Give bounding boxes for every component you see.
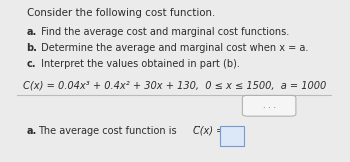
Text: Find the average cost and marginal cost functions.: Find the average cost and marginal cost … (37, 28, 289, 37)
Text: a.: a. (27, 126, 37, 136)
Text: . . .: . . . (262, 101, 276, 110)
Text: C̅(x) =: C̅(x) = (193, 126, 224, 136)
Text: The average cost function is: The average cost function is (37, 126, 179, 136)
Text: Consider the following cost function.: Consider the following cost function. (27, 8, 215, 18)
Text: Determine the average and marginal cost when x = a.: Determine the average and marginal cost … (37, 43, 308, 53)
FancyBboxPatch shape (220, 126, 244, 146)
Text: Interpret the values obtained in part (b).: Interpret the values obtained in part (b… (37, 59, 239, 69)
Text: c.: c. (27, 59, 36, 69)
Text: a.: a. (27, 28, 37, 37)
Text: C(x) = 0.04x³ + 0.4x² + 30x + 130,  0 ≤ x ≤ 1500,  a = 1000: C(x) = 0.04x³ + 0.4x² + 30x + 130, 0 ≤ x… (23, 80, 326, 90)
FancyBboxPatch shape (242, 95, 296, 116)
Text: b.: b. (27, 43, 37, 53)
